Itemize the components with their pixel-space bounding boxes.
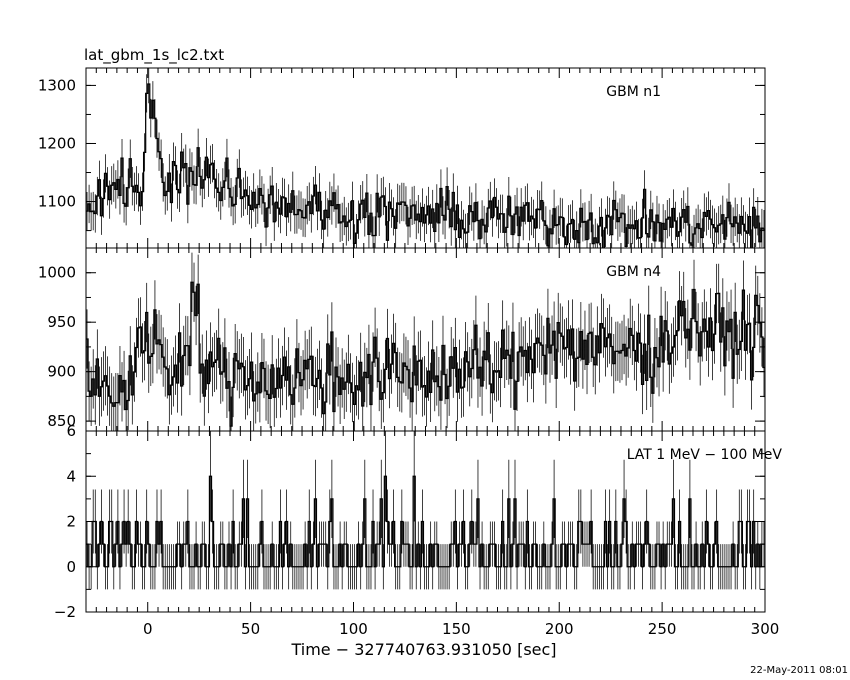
panel-1: 1100 1200 1300 GBM n1	[38, 67, 766, 249]
y-tick-label: 1000	[38, 264, 76, 282]
series-line	[86, 83, 765, 248]
series-line	[86, 281, 765, 427]
panel-label: LAT 1 MeV − 100 MeV	[627, 447, 783, 463]
y-tick-label: 0	[66, 558, 76, 576]
y-tick-label: 850	[47, 412, 76, 430]
y-tick-label: −2	[54, 603, 76, 621]
chart-title: lat_gbm_1s_lc2.txt	[84, 46, 224, 65]
y-tick-label: 950	[47, 313, 76, 331]
y-tick-label: 1100	[38, 193, 76, 211]
x-tick-label: 150	[442, 620, 471, 638]
x-tick-label: 0	[143, 620, 153, 638]
y-tick-label: 1200	[38, 134, 76, 152]
timestamp: 22-May-2011 08:01	[750, 665, 848, 676]
panel-label: GBM n1	[606, 84, 661, 100]
y-tick-label: 2	[66, 513, 76, 531]
x-axis: 0 50 100 150 200 250 300	[143, 620, 779, 638]
panel-3: −2 0 2 4 6 LAT 1 MeV − 100 MeV	[54, 422, 783, 621]
x-tick-label: 250	[648, 620, 677, 638]
series-2	[86, 252, 765, 431]
panel-label: GBM n4	[606, 264, 661, 280]
series-line	[86, 475, 765, 568]
x-axis-label: Time − 327740763.931050 [sec]	[290, 640, 556, 659]
y-tick-label: 6	[66, 422, 76, 440]
y-tick-label: 900	[47, 363, 76, 381]
x-tick-label: 200	[545, 620, 574, 638]
y-tick-label: 4	[66, 467, 76, 485]
y-tick-label: 1300	[38, 76, 76, 94]
x-tick-label: 300	[751, 620, 780, 638]
series-1	[86, 68, 765, 248]
x-tick-label: 50	[241, 620, 260, 638]
panels: 1100 1200 1300 GBM n1 850 900 950 1000 GBM n4 −2 0…	[38, 67, 783, 621]
x-tick-label: 100	[339, 620, 368, 638]
panel-2: 850 900 950 1000 GBM n4	[38, 247, 766, 432]
